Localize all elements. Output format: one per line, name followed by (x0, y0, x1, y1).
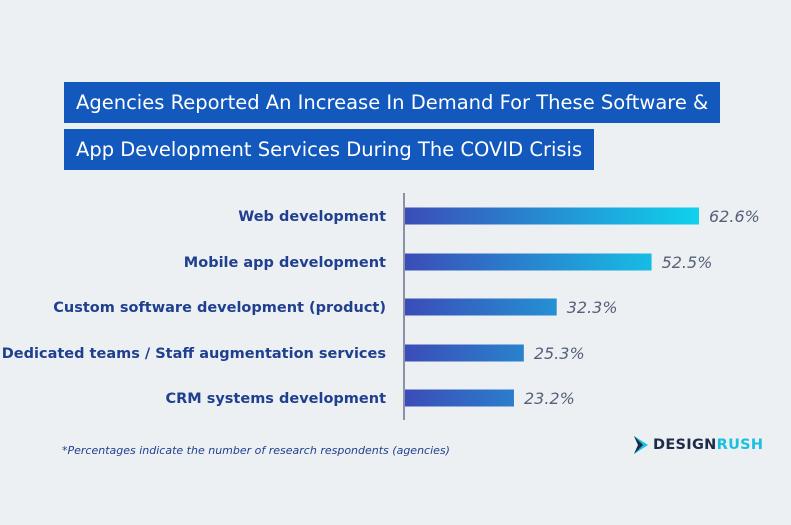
category-label: Mobile app development (184, 255, 386, 271)
value-label: 62.6% (709, 207, 760, 226)
bar (405, 389, 514, 407)
category-label: Web development (238, 209, 386, 225)
footnote: *Percentages indicate the number of rese… (62, 444, 450, 457)
bar (405, 298, 557, 316)
category-label: Custom software development (product) (53, 300, 386, 316)
bar (405, 207, 699, 225)
bar (405, 344, 524, 362)
logo-text-design: DESIGN (653, 437, 717, 453)
chart-title-line-2: App Development Services During The COVI… (64, 129, 595, 170)
bar (405, 253, 652, 271)
value-label: 52.5% (662, 253, 713, 272)
value-label: 32.3% (567, 298, 618, 317)
designrush-logo-icon (634, 436, 648, 454)
logo-text-rush: RUSH (716, 437, 764, 453)
designrush-logo-text: DESIGNRUSH (653, 437, 763, 453)
category-label: CRM systems development (165, 391, 386, 407)
category-label: Dedicated teams / Staff augmentation ser… (2, 346, 386, 362)
value-label: 23.2% (524, 389, 575, 408)
designrush-logo: DESIGNRUSH (634, 436, 763, 454)
chart-title-line-1: Agencies Reported An Increase In Demand … (64, 82, 721, 123)
value-label: 25.3% (534, 344, 585, 363)
